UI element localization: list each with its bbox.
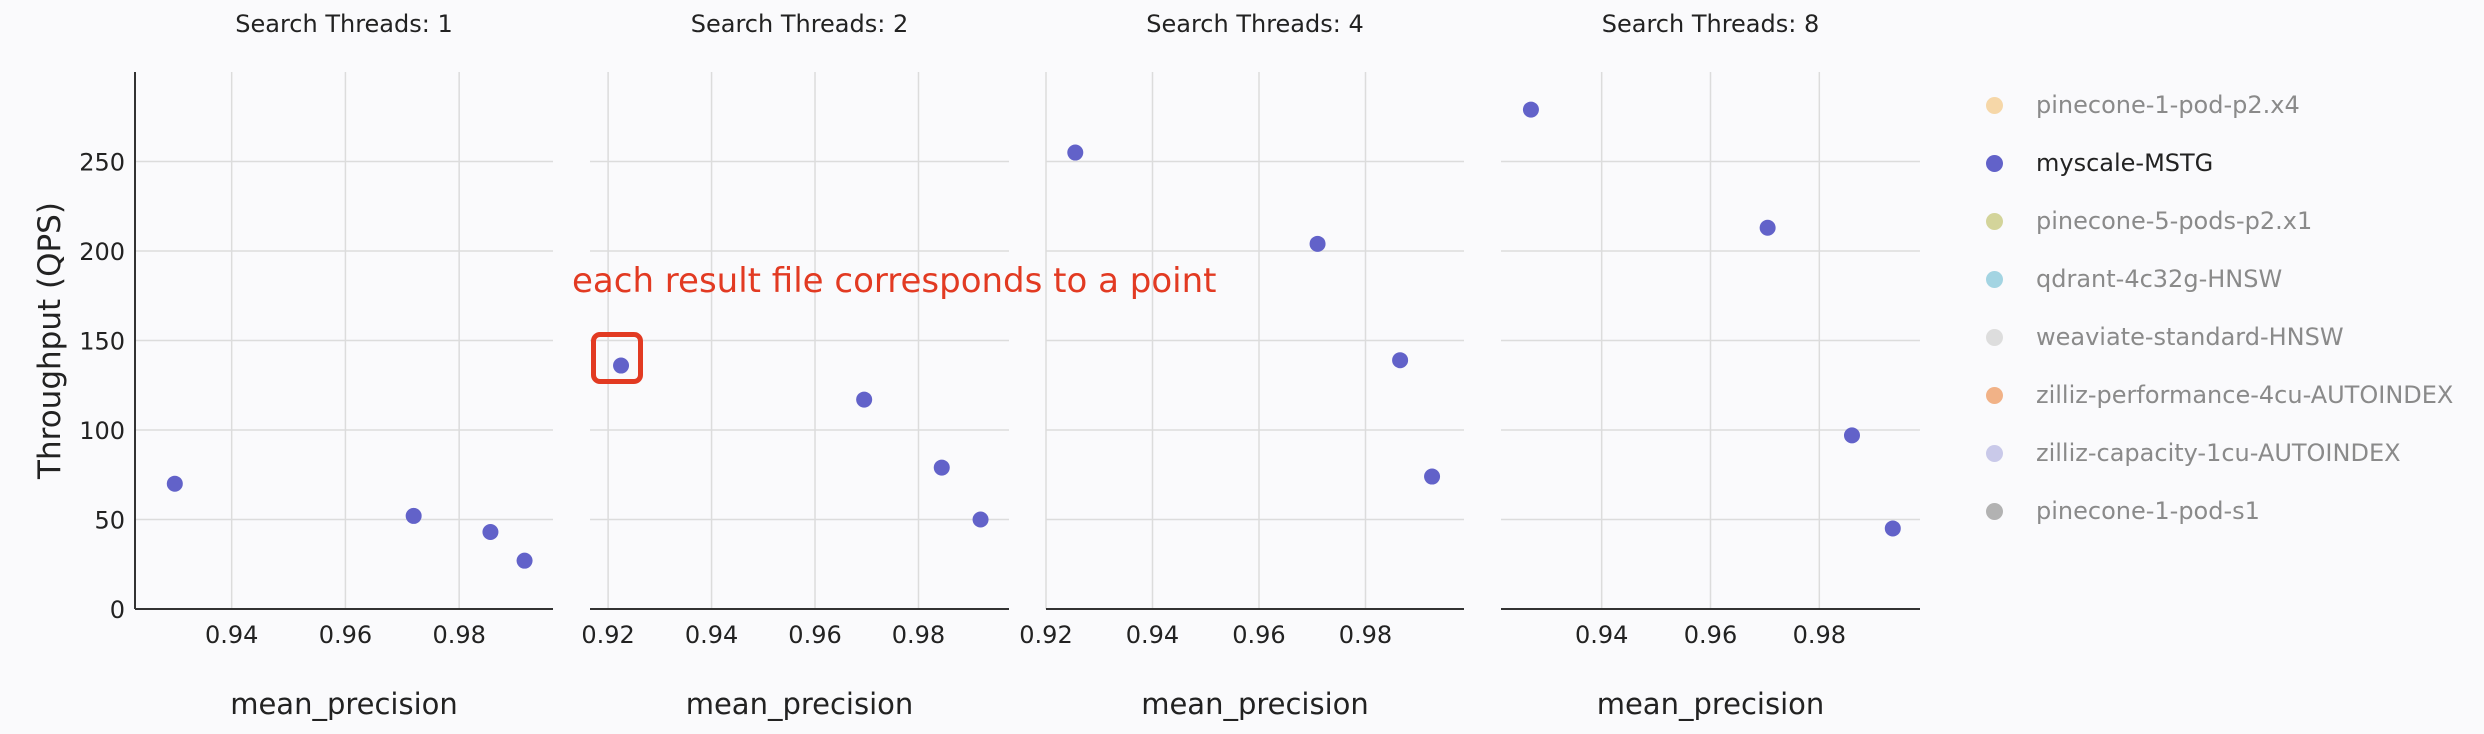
x-axis-title: mean_precision	[1141, 687, 1369, 721]
x-tick-label: 0.96	[319, 621, 372, 649]
y-tick-label: 250	[79, 149, 125, 177]
legend-label: qdrant-4c32g-HNSW	[2036, 265, 2283, 293]
data-point	[1843, 427, 1860, 444]
legend-label: pinecone-5-pods-p2.x1	[2036, 207, 2313, 235]
data-point	[1309, 235, 1326, 252]
data-point	[1759, 219, 1776, 236]
x-tick-label: 0.94	[1126, 621, 1179, 649]
x-tick-label: 0.92	[581, 621, 634, 649]
x-tick-label: 0.94	[1575, 621, 1628, 649]
panel-title: Search Threads: 1	[235, 10, 453, 38]
legend-marker-icon	[1986, 386, 2003, 404]
data-point	[933, 459, 950, 476]
x-tick-label: 0.98	[432, 621, 485, 649]
data-point	[972, 511, 989, 528]
data-point	[1424, 468, 1441, 485]
data-point	[405, 507, 422, 524]
y-tick-label: 150	[79, 328, 125, 356]
x-axis-title: mean_precision	[1597, 687, 1825, 721]
panel-title: Search Threads: 2	[691, 10, 909, 38]
y-axis-title: Throughput (QPS)	[32, 202, 68, 480]
x-tick-label: 0.96	[1684, 621, 1737, 649]
legend-item[interactable]: pinecone-1-pod-s1	[1975, 482, 2475, 540]
x-tick-label: 0.92	[1019, 621, 1072, 649]
data-point	[1067, 144, 1084, 161]
data-point	[1392, 352, 1409, 369]
x-tick-label: 0.96	[1232, 621, 1285, 649]
x-tick-label: 0.96	[788, 621, 841, 649]
legend-marker-icon	[1986, 96, 2003, 114]
annotation-highlight-box	[591, 332, 643, 384]
legend-item[interactable]: zilliz-performance-4cu-AUTOINDEX	[1975, 366, 2475, 424]
legend-label: zilliz-capacity-1cu-AUTOINDEX	[2036, 439, 2401, 467]
legend-item[interactable]: zilliz-capacity-1cu-AUTOINDEX	[1975, 424, 2475, 482]
panel-title: Search Threads: 8	[1602, 10, 1820, 38]
legend-label: pinecone-1-pod-p2.x4	[2036, 91, 2300, 119]
legend-label: myscale-MSTG	[2036, 149, 2214, 177]
legend-marker-icon	[1986, 212, 2003, 230]
x-axis-title: mean_precision	[230, 687, 458, 721]
y-tick-label: 50	[94, 507, 125, 535]
data-point	[482, 524, 499, 541]
legend-item[interactable]: pinecone-5-pods-p2.x1	[1975, 192, 2475, 250]
data-point	[166, 475, 183, 492]
legend-item[interactable]: myscale-MSTG	[1975, 134, 2475, 192]
annotation-text: each result file corresponds to a point	[572, 261, 1217, 301]
data-point	[856, 391, 873, 408]
legend-marker-icon	[1986, 328, 2003, 346]
legend-label: pinecone-1-pod-s1	[2036, 497, 2260, 525]
y-tick-label: 0	[110, 596, 125, 624]
legend: pinecone-1-pod-p2.x4 myscale-MSTG pinecone…	[1975, 76, 2475, 540]
data-point	[1522, 101, 1539, 118]
panel-title: Search Threads: 4	[1146, 10, 1364, 38]
y-tick-label: 100	[79, 417, 125, 445]
x-tick-label: 0.98	[892, 621, 945, 649]
data-point	[1884, 520, 1901, 537]
legend-marker-icon	[1986, 444, 2003, 462]
x-tick-label: 0.94	[685, 621, 738, 649]
data-point	[613, 357, 630, 374]
legend-item[interactable]: weaviate-standard-HNSW	[1975, 308, 2475, 366]
legend-item[interactable]: pinecone-1-pod-p2.x4	[1975, 76, 2475, 134]
legend-item[interactable]: qdrant-4c32g-HNSW	[1975, 250, 2475, 308]
y-tick-label: 200	[79, 238, 125, 266]
x-tick-label: 0.98	[1339, 621, 1392, 649]
data-point	[516, 552, 533, 569]
x-tick-label: 0.94	[205, 621, 258, 649]
legend-label: zilliz-performance-4cu-AUTOINDEX	[2036, 381, 2454, 409]
legend-marker-icon	[1986, 154, 2003, 172]
x-axis-title: mean_precision	[686, 687, 914, 721]
legend-marker-icon	[1986, 502, 2003, 520]
legend-marker-icon	[1986, 270, 2003, 288]
x-tick-label: 0.98	[1793, 621, 1846, 649]
legend-label: weaviate-standard-HNSW	[2036, 323, 2344, 351]
